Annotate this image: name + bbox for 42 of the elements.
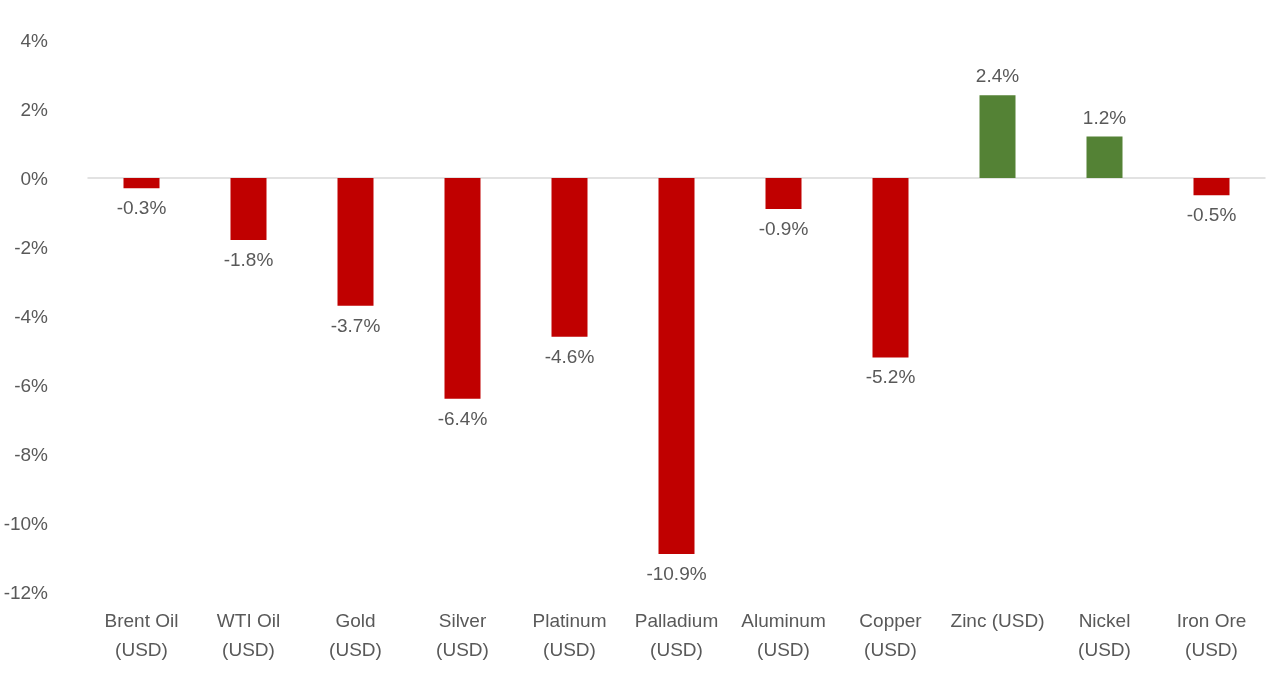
bar (444, 178, 481, 399)
bar (230, 178, 267, 241)
x-tick-label: Palladium (USD) (634, 610, 719, 660)
y-tick-label: -12% (3, 581, 49, 603)
data-label: -6.4% (437, 407, 488, 429)
x-tick-label: Gold (USD) (329, 610, 382, 660)
data-label: -5.2% (865, 366, 916, 388)
x-tick-label: Aluminum (USD) (741, 610, 826, 660)
y-tick-label: -10% (3, 512, 49, 534)
bar (123, 178, 160, 189)
data-label: -4.6% (544, 345, 595, 367)
x-tick-label: Copper (USD) (859, 610, 923, 660)
x-tick-label: Zinc (USD) (950, 610, 1045, 631)
data-label: -0.5% (1186, 204, 1237, 226)
data-label: 2.4% (975, 65, 1020, 87)
y-tick-label: -6% (14, 374, 49, 396)
x-tick-label: WTI Oil (USD) (216, 610, 281, 660)
x-tick-label: Nickel (USD) (1078, 610, 1131, 660)
x-tick-label: Iron Ore (USD) (1176, 610, 1247, 660)
bar (1086, 136, 1123, 178)
x-tick-label: Brent Oil (USD) (104, 610, 179, 660)
y-tick-label: -8% (14, 443, 49, 465)
y-tick-label: -2% (14, 236, 49, 258)
data-label: -10.9% (646, 563, 707, 585)
data-label: -0.3% (116, 197, 167, 219)
y-tick-label: -4% (14, 305, 49, 327)
bar (1193, 178, 1230, 196)
bar (979, 95, 1016, 178)
bar (551, 178, 588, 337)
data-label: -0.9% (758, 218, 809, 240)
data-label: -3.7% (330, 314, 381, 336)
data-label: 1.2% (1082, 106, 1127, 128)
data-label: -1.8% (223, 249, 274, 271)
x-tick-label: Platinum (USD) (532, 610, 607, 660)
y-tick-label: 0% (20, 167, 49, 189)
y-tick-label: 2% (20, 98, 49, 120)
x-tick-label: Silver (USD) (436, 610, 489, 660)
bar (765, 178, 802, 210)
bar (872, 178, 909, 358)
bar (337, 178, 374, 306)
y-tick-label: 4% (20, 29, 49, 51)
bar (658, 178, 695, 555)
